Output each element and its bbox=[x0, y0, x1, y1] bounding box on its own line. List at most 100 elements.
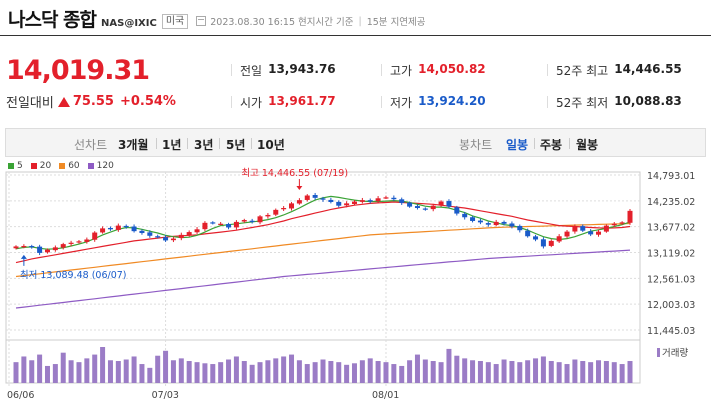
candle-body bbox=[147, 232, 153, 236]
change-label: 전일대비 bbox=[6, 96, 54, 111]
candle-body bbox=[430, 205, 436, 210]
candle-body bbox=[218, 223, 224, 225]
volume-bar bbox=[383, 362, 389, 383]
volume-bar bbox=[60, 352, 66, 383]
volume-bar bbox=[454, 355, 460, 383]
volume-bar bbox=[422, 359, 428, 383]
y-tick-label: 14,235.02 bbox=[647, 197, 695, 208]
candle-body bbox=[619, 222, 625, 224]
candle-body bbox=[21, 245, 27, 248]
y-tick-label: 11,445.03 bbox=[647, 326, 695, 337]
candle-body bbox=[572, 226, 578, 232]
x-tick-label: 06/06 bbox=[7, 390, 34, 401]
stat-value: 13,943.76 bbox=[268, 62, 336, 76]
volume-bar bbox=[477, 361, 483, 383]
candle-body bbox=[525, 230, 531, 237]
candle-body bbox=[414, 206, 420, 209]
candle-body bbox=[485, 223, 491, 225]
candle-body bbox=[564, 231, 570, 237]
legend-item: 120 bbox=[87, 161, 114, 171]
divider: | bbox=[358, 15, 362, 27]
volume-bar bbox=[155, 355, 161, 383]
option-weekly[interactable]: 주봉 bbox=[540, 138, 563, 152]
volume-bar bbox=[509, 361, 515, 383]
volume-bar bbox=[52, 364, 58, 383]
volume-bar bbox=[556, 362, 562, 383]
candle-body bbox=[52, 247, 58, 251]
volume-label: 거래량 bbox=[662, 347, 688, 359]
divider bbox=[156, 138, 157, 149]
y-tick-label: 14,793.01 bbox=[647, 171, 695, 182]
chart-toolbar: 선차트 3개월 1년 3년 5년 10년 봉차트 일봉 주봉 월봉 bbox=[5, 128, 706, 157]
candle-body bbox=[202, 222, 208, 230]
low-annotation: 최저 13,089.48 (06/07) bbox=[20, 270, 127, 281]
candle-body bbox=[155, 236, 161, 238]
volume-bar bbox=[296, 360, 302, 383]
volume-bar bbox=[68, 360, 74, 383]
volume-bar bbox=[44, 365, 50, 383]
option-3y[interactable]: 3년 bbox=[194, 138, 214, 152]
candle-body bbox=[493, 221, 499, 226]
candle-body bbox=[446, 201, 452, 207]
option-daily[interactable]: 일봉 bbox=[506, 138, 529, 152]
option-10y[interactable]: 10년 bbox=[257, 138, 285, 152]
option-5y[interactable]: 5년 bbox=[226, 138, 246, 152]
volume-bar bbox=[611, 362, 617, 383]
divider bbox=[547, 96, 548, 108]
candle-body bbox=[163, 237, 169, 241]
x-tick-label: 08/01 bbox=[372, 390, 399, 401]
candle-body bbox=[68, 242, 74, 244]
option-1y[interactable]: 1년 bbox=[162, 138, 182, 152]
candle-body bbox=[407, 202, 413, 207]
stat-value: 13,924.20 bbox=[418, 94, 486, 108]
volume-bar bbox=[414, 354, 420, 383]
candle-body bbox=[194, 229, 200, 233]
option-3m[interactable]: 3개월 bbox=[118, 138, 149, 152]
volume-bar bbox=[446, 348, 452, 383]
volume-bar bbox=[548, 361, 554, 383]
volume-bar bbox=[430, 361, 436, 383]
candle-chart-label: 봉차트 bbox=[459, 138, 493, 152]
volume-bar bbox=[76, 362, 82, 383]
volume-bar bbox=[218, 362, 224, 383]
volume-bar bbox=[320, 359, 326, 383]
candle-body bbox=[438, 201, 444, 206]
candle-body bbox=[226, 224, 232, 228]
option-monthly[interactable]: 월봉 bbox=[576, 138, 599, 152]
volume-bar bbox=[391, 364, 397, 383]
page-title: 나스닥 종합 bbox=[8, 9, 97, 31]
volume-bar bbox=[115, 361, 121, 383]
candle-body bbox=[265, 214, 271, 217]
volume-bar bbox=[399, 365, 405, 383]
volume-bar bbox=[257, 362, 263, 383]
divider bbox=[381, 96, 382, 108]
stat-label: 고가 bbox=[390, 64, 413, 78]
ma-line-ma5 bbox=[15, 195, 631, 250]
change-value: 75.55 bbox=[72, 94, 114, 109]
candle-body bbox=[367, 200, 373, 202]
volume-bar bbox=[194, 362, 200, 383]
stat-item: 시가 13,961.77 bbox=[240, 94, 336, 111]
candle-body bbox=[391, 197, 397, 200]
volume-bar bbox=[462, 358, 468, 383]
volume-bar bbox=[37, 354, 43, 383]
candle-body bbox=[44, 249, 50, 253]
stat-item: 고가 14,050.82 bbox=[390, 62, 486, 79]
up-arrow-icon bbox=[57, 96, 70, 107]
candle-body bbox=[257, 216, 263, 223]
candle-body bbox=[123, 225, 129, 228]
candle-body bbox=[37, 246, 43, 253]
volume-bar bbox=[564, 364, 570, 383]
volume-bar bbox=[367, 358, 373, 383]
candle-body bbox=[281, 208, 287, 210]
stat-label: 시가 bbox=[240, 96, 263, 110]
volume-bar bbox=[580, 361, 586, 383]
volume-bar bbox=[13, 362, 19, 383]
volume-bar bbox=[336, 362, 342, 383]
volume-bar bbox=[123, 359, 129, 383]
divider bbox=[534, 138, 535, 149]
candle-body bbox=[107, 227, 113, 230]
legend-item: 20 bbox=[30, 161, 51, 171]
volume-bar bbox=[29, 360, 35, 383]
